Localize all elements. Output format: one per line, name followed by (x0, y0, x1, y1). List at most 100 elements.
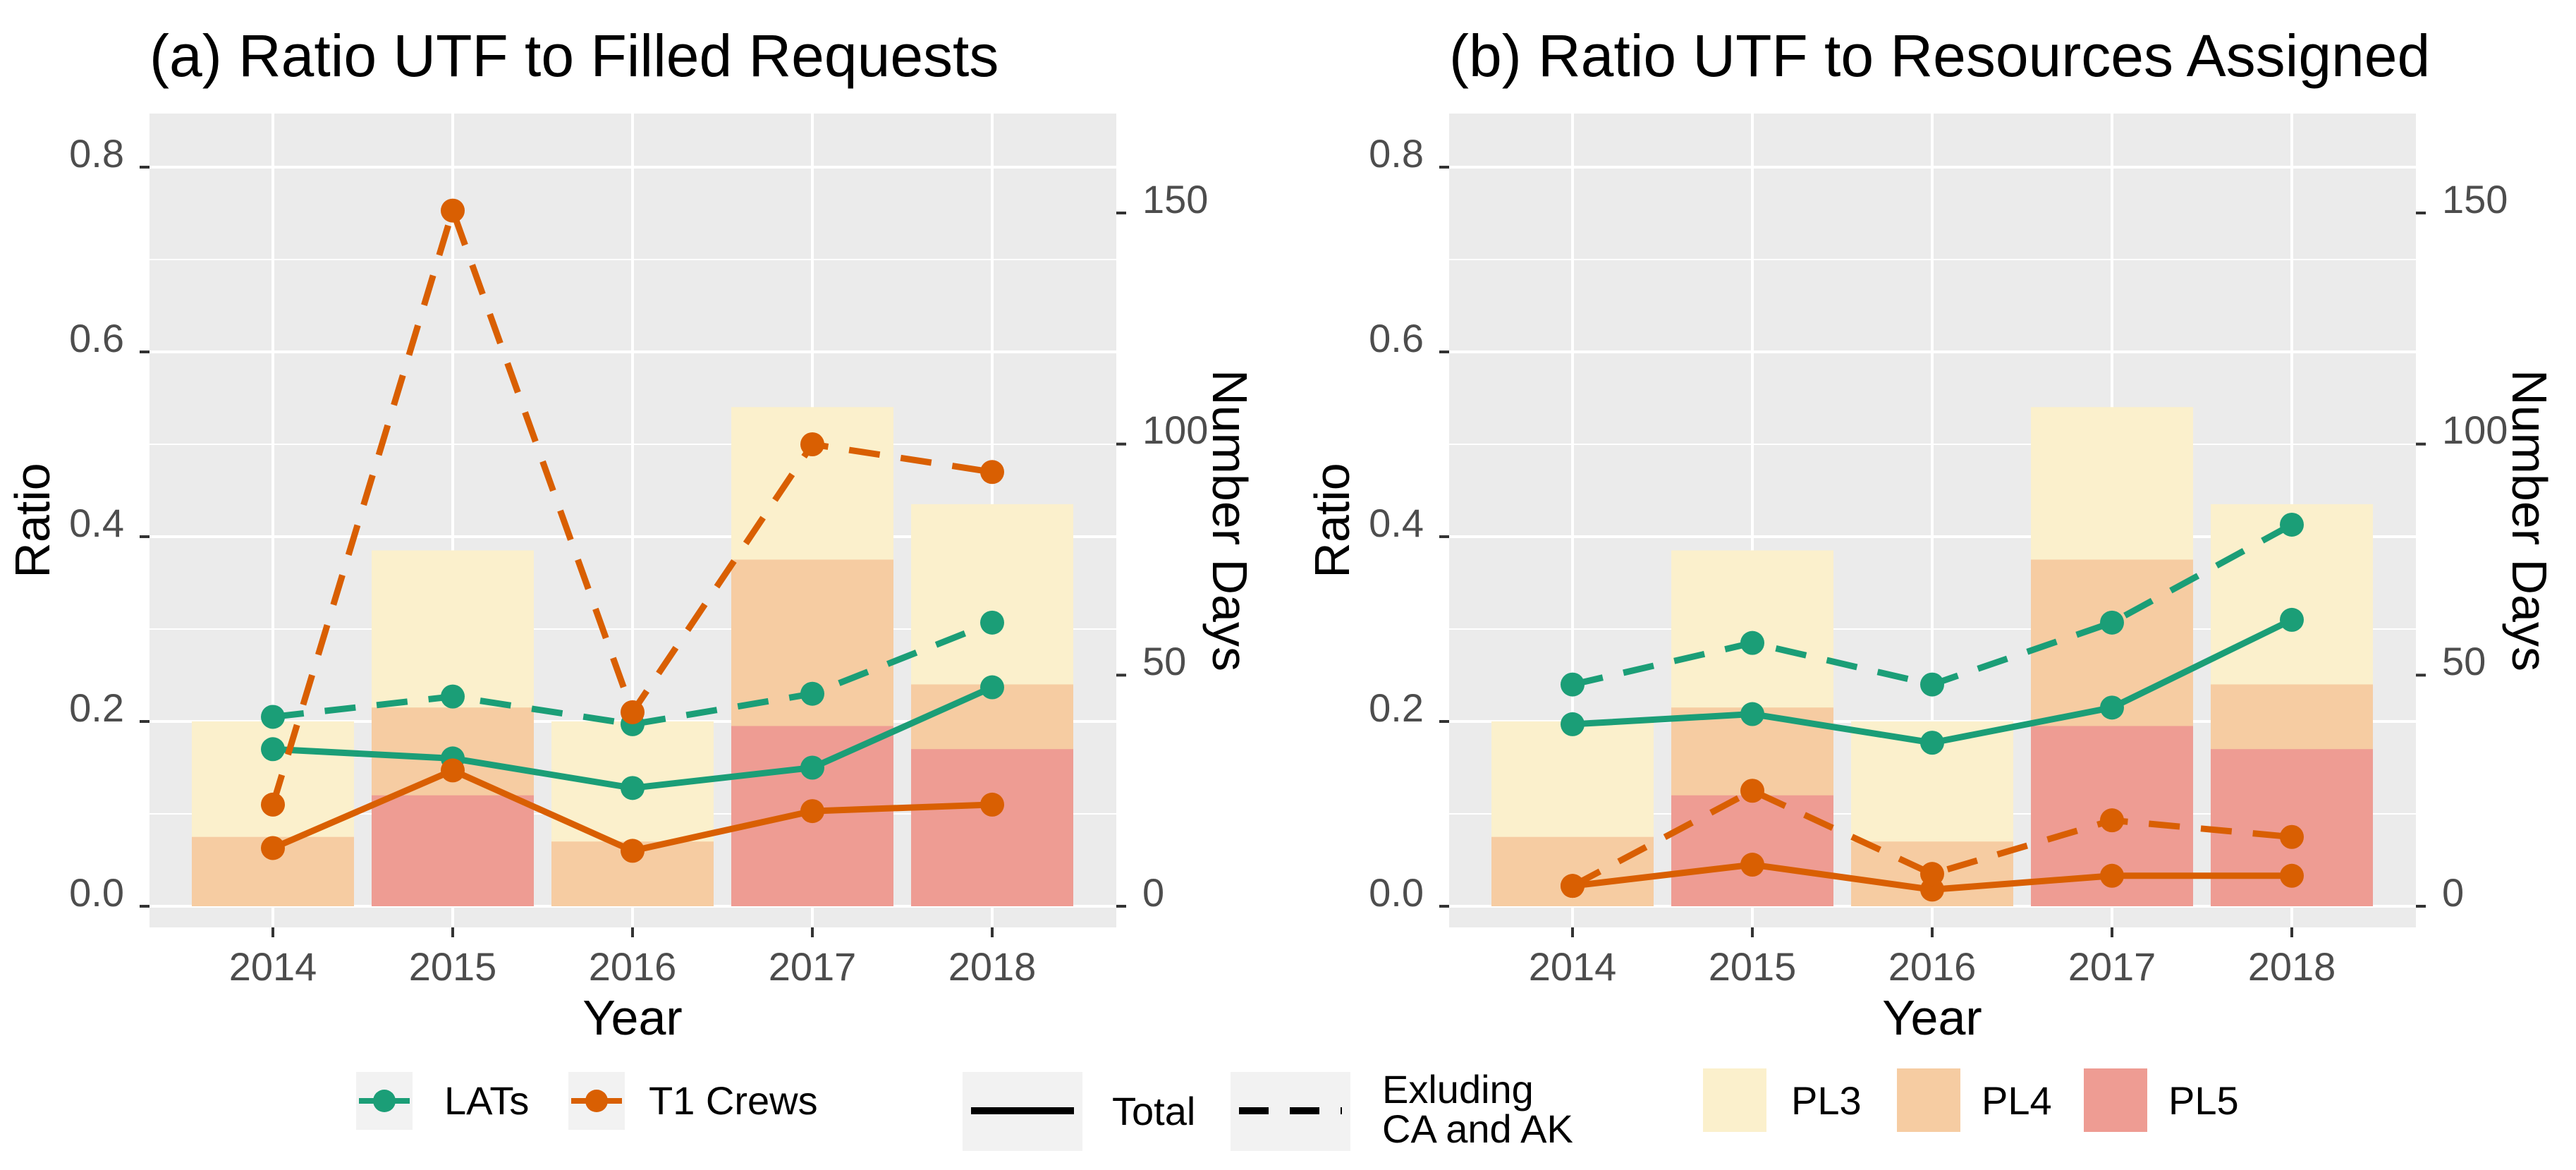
a-point-lats-excluding (261, 705, 285, 729)
legend-linetype-group: Total Exluding CA and AK (963, 1067, 1573, 1151)
panel-a-x-tick-label: 2016 (589, 944, 677, 989)
panel-b-title: (b) Ratio UTF to Resources Assigned (1449, 23, 2430, 89)
a-bar-pl5 (911, 749, 1073, 906)
panel-b-y-tick-label: 0.6 (1369, 316, 1424, 360)
b-point-t1-excluding (1561, 874, 1585, 898)
panel-b-y2-axis-title: Number Days (2502, 370, 2557, 671)
b-point-lats-excluding (2280, 512, 2304, 537)
b-point-lats-excluding (2100, 610, 2124, 635)
b-point-t1-total (2100, 863, 2124, 888)
b-point-lats-total (1920, 731, 1944, 755)
a-point-lats-excluding (441, 684, 465, 709)
legend-pl5-label: PL5 (2168, 1078, 2239, 1123)
legend-pl4-swatch (1897, 1068, 1960, 1132)
panel-a-bars (192, 407, 1073, 906)
b-point-lats-total (1740, 702, 1764, 726)
panel-b-y-tick-label: 0.8 (1369, 131, 1424, 176)
panel-b-y2-tick-label: 0 (2442, 870, 2464, 915)
b-point-t1-excluding (1920, 862, 1944, 886)
panel-a-y-tick-label: 0.0 (69, 870, 124, 915)
panel-b-y-tick-label: 0.4 (1369, 501, 1424, 545)
a-point-lats-excluding (980, 610, 1004, 635)
panel-b: (b) Ratio UTF to Resources Assigned 0.0 … (1305, 23, 2557, 1045)
a-point-t1-excluding (621, 700, 645, 724)
panel-a-y2-tick-label: 100 (1142, 408, 1208, 452)
a-point-lats-total (261, 737, 285, 762)
b-point-lats-excluding (1740, 630, 1764, 655)
legend-lats-point (373, 1090, 396, 1112)
panel-b-axes (1439, 166, 2426, 937)
panel-b-y2-tick-label: 100 (2442, 408, 2508, 452)
a-point-lats-total (800, 755, 824, 780)
panel-a-y2-tick-label: 150 (1142, 177, 1208, 221)
b-line-t1-excluding (1570, 787, 2293, 889)
panel-a-x-tick-label: 2017 (769, 944, 857, 989)
b-point-lats-total (2100, 695, 2124, 720)
legend-total-label: Total (1112, 1089, 1195, 1133)
a-bar-pl5 (372, 795, 534, 906)
a-point-t1-excluding (980, 460, 1004, 485)
panel-a-title: (a) Ratio UTF to Filled Requests (149, 23, 999, 89)
a-line-lats-excluding (272, 619, 994, 728)
legend-pl3-label: PL3 (1791, 1078, 1862, 1123)
a-point-t1-total (800, 799, 824, 824)
a-point-t1-excluding (441, 198, 465, 223)
b-point-t1-total (1740, 853, 1764, 877)
panel-a-y-tick-label: 0.6 (69, 316, 124, 360)
a-point-t1-total (621, 839, 645, 863)
b-point-t1-excluding (2280, 824, 2304, 849)
legend-t1-point (585, 1090, 608, 1112)
panel-b-x-axis-title: Year (1882, 990, 1982, 1045)
panel-a-y2-axis-title: Number Days (1202, 370, 1257, 671)
panel-b-y-tick-label: 0.2 (1369, 685, 1424, 730)
a-point-t1-total (441, 758, 465, 783)
b-point-t1-excluding (2100, 808, 2124, 833)
legend: LATs T1 Crews Total Exluding CA and AK P… (356, 1067, 2239, 1151)
panel-a-x-tick-label: 2015 (409, 944, 497, 989)
panel-a-x-tick-label: 2018 (948, 944, 1037, 989)
panel-a-y2-tick-label: 50 (1142, 639, 1186, 683)
panel-b-y-tick-label: 0.0 (1369, 870, 1424, 915)
a-point-lats-total (621, 776, 645, 800)
panel-a: (a) Ratio UTF to Filled Requests 0.0 0.2… (5, 23, 1257, 1045)
panel-b-x-tick-label: 2015 (1709, 944, 1797, 989)
panel-b-x-tick-label: 2014 (1529, 944, 1617, 989)
panel-b-x-tick-label: 2016 (1888, 944, 1977, 989)
legend-excluding-label-line1: Exluding (1382, 1067, 1534, 1111)
legend-series-group: LATs T1 Crews (356, 1072, 818, 1130)
legend-pl3-swatch (1703, 1068, 1766, 1132)
a-point-lats-total (980, 675, 1004, 700)
panel-a-y2-tick-label: 0 (1142, 870, 1164, 915)
a-point-t1-total (980, 792, 1004, 817)
panel-a-x-tick-label: 2014 (229, 944, 317, 989)
panel-b-y2-tick-label: 150 (2442, 177, 2508, 221)
legend-t1-label: T1 Crews (649, 1078, 818, 1123)
b-point-lats-excluding (1920, 672, 1944, 697)
panel-a-x-axis-title: Year (582, 990, 682, 1045)
legend-pl5-swatch (2084, 1068, 2147, 1132)
panel-a-axes (140, 166, 1126, 937)
b-point-t1-total (2280, 863, 2304, 888)
panel-a-y-axis-title: Ratio (5, 463, 60, 578)
panel-a-y-tick-label: 0.4 (69, 501, 124, 545)
panel-a-y-tick-label: 0.8 (69, 131, 124, 176)
a-point-t1-total (261, 836, 285, 860)
a-point-t1-excluding (800, 432, 824, 456)
panel-a-y-tick-label: 0.2 (69, 685, 124, 730)
b-point-lats-total (1561, 712, 1585, 736)
legend-lats-label: LATs (444, 1078, 529, 1123)
panel-b-points (1561, 512, 2304, 902)
b-point-lats-excluding (1561, 672, 1585, 697)
b-point-t1-excluding (1740, 779, 1764, 803)
a-point-t1-excluding (261, 792, 285, 817)
panel-b-y2-tick-label: 50 (2442, 639, 2486, 683)
legend-pl4-label: PL4 (1982, 1078, 2052, 1123)
b-bar-pl5 (1671, 795, 1833, 906)
panel-b-x-tick-label: 2018 (2248, 944, 2336, 989)
panel-b-x-tick-label: 2017 (2068, 944, 2156, 989)
panel-b-y-axis-title: Ratio (1305, 463, 1360, 578)
legend-fill-group: PL3 PL4 PL5 (1703, 1068, 2239, 1132)
legend-excluding-label-line2: CA and AK (1382, 1107, 1573, 1151)
panel-a-points (261, 198, 1004, 863)
